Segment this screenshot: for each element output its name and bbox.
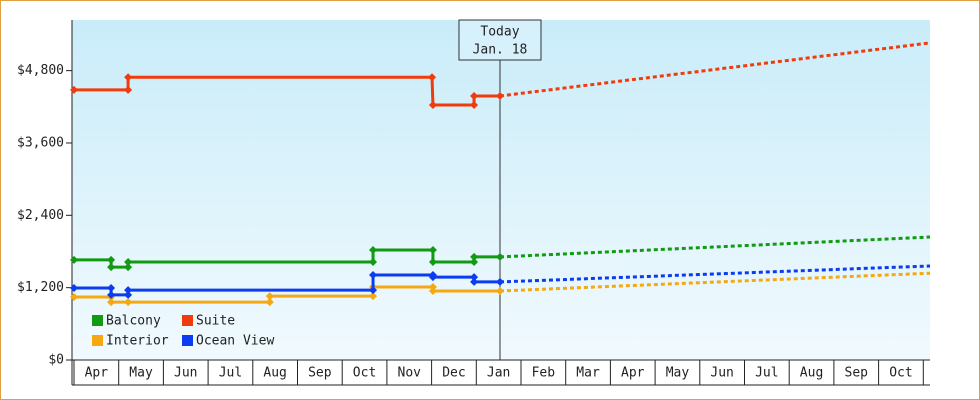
price-marker — [124, 263, 133, 272]
price-marker — [428, 258, 437, 267]
price-marker — [265, 298, 274, 307]
projection-line — [499, 271, 931, 293]
x-tick-label: Jul — [755, 366, 778, 381]
x-tick-label: Jun — [710, 366, 733, 381]
legend-swatch — [182, 335, 193, 346]
y-tick-label: $4,800 — [17, 63, 64, 78]
price-marker — [107, 290, 116, 299]
price-marker — [369, 271, 378, 279]
legend-swatch — [182, 315, 193, 326]
x-tick-label: Feb — [532, 366, 556, 381]
today-label: Today — [480, 25, 519, 40]
y-tick-label: $2,400 — [17, 208, 64, 223]
legend-label: Balcony — [106, 314, 161, 329]
price-marker — [107, 298, 116, 307]
price-marker — [470, 252, 479, 261]
price-marker — [369, 286, 378, 295]
price-marker — [107, 283, 116, 292]
price-marker — [495, 277, 504, 286]
today-label: Jan. 18 — [473, 43, 528, 58]
price-marker — [107, 255, 116, 264]
price-marker — [124, 290, 133, 299]
price-marker — [428, 286, 437, 295]
legend-label: Ocean View — [196, 334, 274, 349]
legend-swatch — [92, 335, 103, 346]
price-marker — [428, 73, 437, 82]
y-tick-label: $0 — [48, 353, 64, 368]
y-tick-label: $3,600 — [17, 135, 64, 150]
price-marker — [470, 101, 479, 109]
price-marker — [470, 258, 479, 267]
price-marker — [70, 283, 78, 292]
price-marker — [428, 245, 437, 254]
price-marker — [124, 85, 133, 94]
x-tick-label: Aug — [263, 366, 286, 381]
price-marker — [495, 252, 504, 261]
x-tick-label: Sep — [845, 366, 869, 381]
price-marker — [124, 73, 133, 82]
price-marker — [124, 298, 133, 307]
price-marker — [470, 273, 479, 282]
legend-label: Suite — [196, 314, 235, 329]
x-tick-label: Apr — [85, 366, 109, 381]
price-marker — [495, 286, 504, 295]
x-tick-label: Jan — [487, 366, 510, 381]
price-marker — [428, 101, 437, 109]
x-tick-label: May — [129, 366, 153, 381]
x-tick-label: Oct — [889, 366, 912, 381]
price-marker — [369, 245, 378, 254]
price-marker — [470, 277, 479, 286]
x-tick-label: May — [666, 366, 690, 381]
x-tick-label: Apr — [621, 366, 645, 381]
price-marker — [70, 255, 78, 264]
price-marker — [124, 286, 133, 295]
plot-area — [72, 20, 930, 360]
price-marker — [107, 263, 116, 272]
x-tick-label: Sep — [308, 366, 332, 381]
today-box — [458, 19, 542, 61]
x-tick-label: Mar — [576, 366, 600, 381]
x-tick-label: Nov — [398, 366, 422, 381]
projection-line — [499, 235, 931, 259]
x-tick-label: Oct — [353, 366, 376, 381]
price-marker — [369, 258, 378, 267]
legend-swatch — [92, 315, 103, 326]
projection-line — [499, 264, 931, 284]
price-marker — [124, 258, 133, 267]
price-marker — [265, 292, 274, 301]
price-marker — [495, 91, 504, 100]
price-marker — [428, 273, 437, 282]
price-marker — [369, 292, 378, 301]
x-tick-label: Jun — [174, 366, 197, 381]
price-marker — [70, 293, 78, 302]
projection-line — [499, 41, 931, 98]
x-tick-label: Jul — [219, 366, 242, 381]
x-tick-label: Dec — [442, 366, 465, 381]
legend-label: Interior — [106, 334, 169, 349]
y-tick-label: $1,200 — [17, 280, 64, 295]
price-marker — [470, 91, 479, 100]
x-tick-label: Aug — [800, 366, 823, 381]
price-marker — [70, 85, 78, 94]
